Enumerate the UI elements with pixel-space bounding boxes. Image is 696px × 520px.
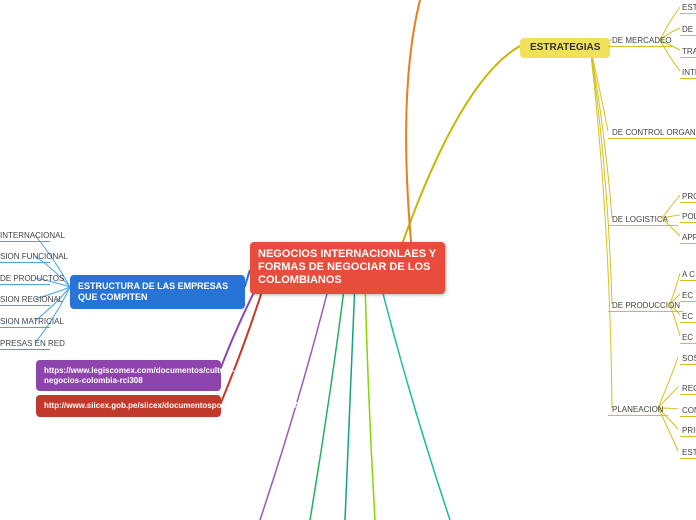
underline: [680, 322, 696, 323]
underline: [680, 301, 696, 302]
structure-child[interactable]: INTERNACIONAL: [0, 231, 65, 240]
structure-child[interactable]: PRESAS EN RED: [0, 339, 65, 348]
underline: [680, 35, 696, 36]
underline: [680, 243, 696, 244]
strategy-sub[interactable]: RECUR: [682, 384, 696, 393]
underline: [0, 305, 50, 306]
underline: [608, 46, 673, 47]
underline: [680, 202, 696, 203]
structure-child[interactable]: SION REGIONAL: [0, 295, 63, 304]
underline: [680, 222, 696, 223]
underline: [680, 78, 696, 79]
underline: [680, 57, 696, 58]
strategy-sub[interactable]: TRAN: [682, 47, 696, 56]
underline: [680, 458, 696, 459]
underline: [608, 138, 696, 139]
strategy-sub[interactable]: EC: [682, 333, 693, 342]
strategy-sub[interactable]: ESTA: [682, 3, 696, 12]
underline: [608, 225, 678, 226]
structure-child[interactable]: SION FUNCIONAL: [0, 252, 68, 261]
strategy-child[interactable]: DE MERCADEO: [612, 36, 672, 45]
underline: [0, 349, 50, 350]
strategy-sub[interactable]: APRO: [682, 233, 696, 242]
center-node[interactable]: NEGOCIOS INTERNACIONLAES Y FORMAS DE NEG…: [250, 242, 445, 294]
strategy-sub[interactable]: PRIORI: [682, 426, 696, 435]
underline: [0, 241, 50, 242]
strategy-sub[interactable]: DE L: [682, 25, 696, 34]
strategy-sub[interactable]: PROD: [682, 192, 696, 201]
strategy-sub[interactable]: EC: [682, 312, 693, 321]
structure-child[interactable]: DE PRODUCTOS: [0, 274, 64, 283]
structure-child[interactable]: SION MATRICIAL: [0, 317, 64, 326]
strategy-child[interactable]: DE LOGISTICA: [612, 215, 668, 224]
underline: [0, 284, 50, 285]
link-2[interactable]: http://www.siicex.gob.pe/siicex/document…: [36, 395, 221, 417]
strategy-child[interactable]: PLANEACION: [612, 405, 664, 414]
underline: [680, 436, 696, 437]
strategy-sub[interactable]: INTE: [682, 68, 696, 77]
strategy-child[interactable]: DE CONTROL ORGANIZACION: [612, 128, 696, 137]
underline: [680, 416, 696, 417]
underline: [0, 327, 50, 328]
strategy-sub[interactable]: CONDI: [682, 406, 696, 415]
underline: [608, 311, 683, 312]
strategy-sub[interactable]: POL: [682, 212, 696, 221]
link-1[interactable]: https://www.legiscomex.com/documentos/cu…: [36, 360, 221, 391]
underline: [0, 262, 50, 263]
estrategias-node[interactable]: ESTRATEGIAS: [520, 38, 610, 58]
strategy-child[interactable]: DE PRODUCCION: [612, 301, 680, 310]
strategy-sub[interactable]: SOSTE: [682, 354, 696, 363]
underline: [680, 13, 696, 14]
underline: [608, 415, 668, 416]
underline: [680, 394, 696, 395]
strategy-sub[interactable]: EC: [682, 291, 693, 300]
underline: [680, 343, 696, 344]
strategy-sub[interactable]: ESTRAT: [682, 448, 696, 457]
strategy-sub[interactable]: A C: [682, 270, 695, 279]
underline: [680, 280, 696, 281]
estructura-node[interactable]: ESTRUCTURA DE LAS EMPRESAS QUE COMPITEN: [70, 275, 245, 309]
underline: [680, 364, 696, 365]
